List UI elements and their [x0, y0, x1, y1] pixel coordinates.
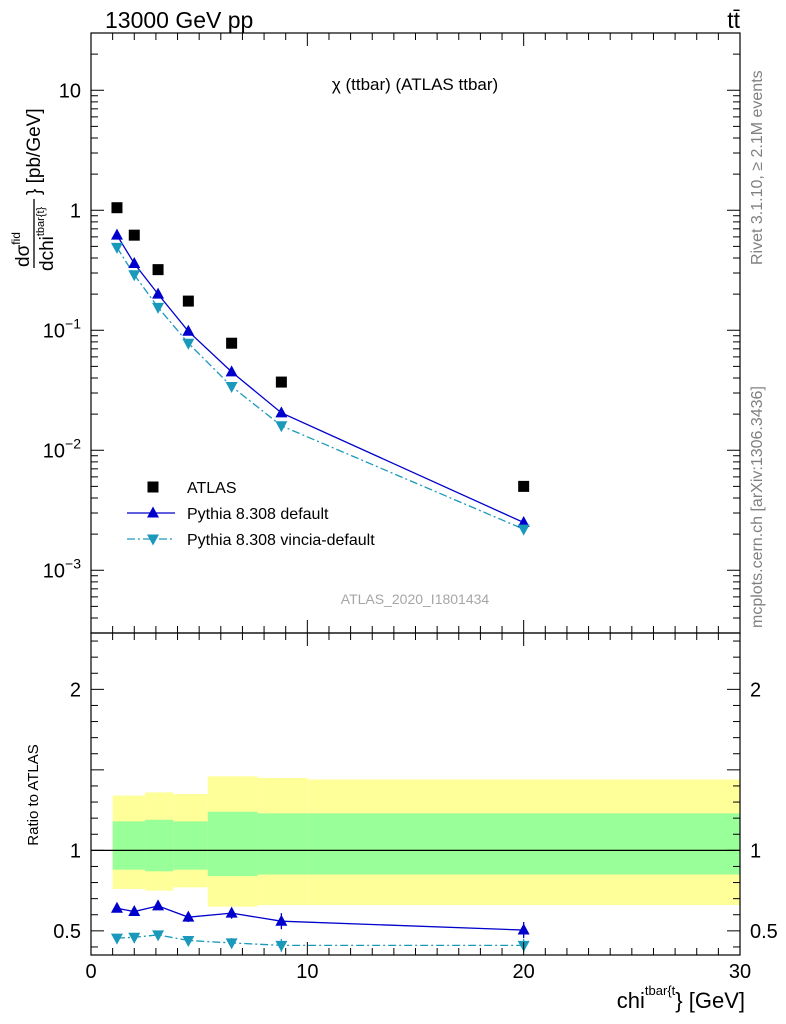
ratio-point-pythia-vincia-1	[128, 932, 141, 944]
axis-ticks: 0 10 20 30 10 1 10−1 10−2 10−3 0.5 0.5 1 1 2 2	[43, 32, 778, 983]
main-point-pythia-default-1	[128, 256, 141, 268]
main-point-pythia-vincia-6	[517, 524, 530, 536]
ratio-ytick-label-right-1: 1	[750, 840, 761, 862]
mcplots-label: mcplots.cern.ch [arXiv:1306.3436]	[749, 386, 766, 628]
band-green-bin-0	[112, 821, 146, 870]
legend-marker-pythia-vincia	[147, 534, 159, 546]
ratio-point-pythia-default-3	[182, 910, 195, 922]
ratio-line-pythia-vincia	[116, 934, 524, 946]
legend-label-pythia-vincia: Pythia 8.308 vincia-default	[187, 532, 375, 549]
ratio-point-pythia-default-1	[128, 905, 141, 917]
ratio-point-pythia-default-6	[517, 923, 530, 935]
x-axis-label: chitbar{t} [GeV]	[617, 983, 745, 1013]
ratio-point-pythia-default-0	[110, 901, 123, 913]
main-point-pythia-default-6	[517, 516, 530, 528]
band-green-bin-5	[307, 813, 740, 875]
main-point-pythia-vincia-3	[182, 338, 195, 350]
main-point-pythia-vincia-4	[225, 381, 238, 393]
ratio-point-pythia-vincia-5	[275, 940, 288, 952]
main-point-atlas-5	[275, 376, 287, 388]
legend-marker-atlas	[147, 481, 159, 493]
main-point-pythia-default-0	[110, 228, 123, 240]
ratio-point-pythia-vincia-0	[110, 933, 123, 945]
ratio-ytick-label-left-2: 2	[70, 679, 81, 701]
main-ytick-label-1: 1	[70, 200, 81, 222]
x-tick-label-0: 0	[85, 961, 96, 983]
main-point-pythia-vincia-1	[128, 270, 141, 282]
ratio-ytick-label-right-2: 2	[750, 679, 761, 701]
main-y-axis-label: dσfid dchitbar{t} } [pb/GeV]	[9, 108, 58, 271]
ratio-point-pythia-vincia-4	[225, 938, 238, 950]
band-green-bin-3	[207, 811, 258, 877]
x-tick-label-30: 30	[729, 961, 751, 983]
main-point-atlas-1	[128, 229, 140, 241]
y-label-units: } [pb/GeV]	[24, 108, 45, 195]
main-point-atlas-2	[152, 264, 164, 276]
band-green-bin-2	[173, 821, 208, 870]
header-left: 13000 GeV pp	[105, 7, 253, 33]
main-ytick-label-2: 10−1	[43, 315, 81, 342]
x-tick-label-20: 20	[513, 961, 535, 983]
ratio-ytick-label-left-0.5: 0.5	[53, 921, 81, 943]
main-point-pythia-default-5	[275, 406, 288, 418]
header-right: tt̄	[727, 7, 740, 33]
main-plot-title: χ (ttbar) (ATLAS ttbar)	[332, 75, 498, 94]
main-line-pythia-default	[116, 234, 524, 524]
main-ytick-label-0: 10	[59, 80, 81, 102]
legend-label-atlas: ATLAS	[187, 480, 237, 497]
uncertainty-bands	[112, 776, 740, 907]
ratio-point-pythia-default-4	[225, 906, 238, 918]
main-point-pythia-default-2	[152, 287, 165, 299]
main-point-atlas-6	[518, 480, 530, 492]
ratio-point-pythia-default-5	[275, 914, 288, 926]
x-label-text: chitbar{t} [GeV]	[617, 983, 745, 1013]
main-point-pythia-vincia-2	[152, 302, 165, 314]
main-ytick-label-4: 10−3	[43, 555, 81, 582]
main-ytick-label-3: 10−2	[43, 435, 81, 462]
main-point-atlas-0	[111, 202, 123, 214]
legend-label-pythia-default: Pythia 8.308 default	[187, 506, 329, 523]
ratio-y-axis-label: Ratio to ATLAS	[25, 744, 42, 845]
main-point-pythia-default-3	[182, 324, 195, 336]
legend: ATLAS Pythia 8.308 default Pythia 8.308 vi…	[127, 480, 375, 549]
x-tick-label-10: 10	[296, 961, 318, 983]
band-green-bin-1	[145, 819, 174, 872]
rivet-label: Rivet 3.1.10, ≥ 2.1M events	[749, 70, 766, 265]
main-point-pythia-vincia-0	[110, 242, 123, 254]
legend-marker-pythia-default	[147, 506, 159, 518]
ratio-ytick-label-right-0.5: 0.5	[750, 921, 778, 943]
main-point-atlas-3	[182, 295, 194, 307]
ratio-ytick-label-left-1: 1	[70, 840, 81, 862]
ratio-point-pythia-vincia-3	[182, 936, 195, 948]
main-point-pythia-vincia-5	[275, 421, 288, 433]
series-markers	[110, 202, 530, 952]
main-point-atlas-4	[226, 337, 238, 349]
band-green-bin-4	[257, 813, 308, 875]
main-line-pythia-vincia	[116, 247, 524, 530]
main-point-pythia-default-4	[225, 365, 238, 377]
y-label-numerator: dσfid	[9, 232, 34, 267]
ratio-line-pythia-default	[116, 905, 524, 931]
y-label-denominator: dchitbar{t}	[35, 206, 58, 271]
ratio-point-pythia-default-2	[152, 899, 165, 911]
ratio-point-pythia-vincia-2	[152, 930, 165, 942]
analysis-id: ATLAS_2020_I1801434	[341, 591, 490, 607]
